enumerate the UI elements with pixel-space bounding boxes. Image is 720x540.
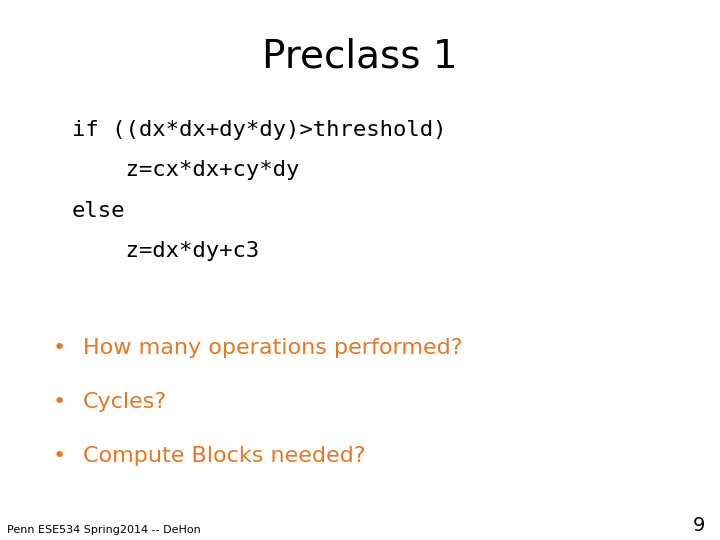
- Text: z=cx*dx+cy*dy: z=cx*dx+cy*dy: [72, 160, 300, 180]
- Text: else: else: [72, 200, 125, 221]
- Text: 9: 9: [693, 516, 706, 535]
- Text: •: •: [53, 446, 66, 467]
- Text: •: •: [53, 392, 66, 413]
- Text: Preclass 1: Preclass 1: [262, 38, 458, 76]
- Text: Cycles?: Cycles?: [83, 392, 167, 413]
- Text: Compute Blocks needed?: Compute Blocks needed?: [83, 446, 365, 467]
- Text: z=dx*dy+c3: z=dx*dy+c3: [72, 241, 259, 261]
- Text: if ((dx*dx+dy*dy)>threshold): if ((dx*dx+dy*dy)>threshold): [72, 119, 446, 140]
- Text: How many operations performed?: How many operations performed?: [83, 338, 462, 359]
- Text: Penn ESE534 Spring2014 -- DeHon: Penn ESE534 Spring2014 -- DeHon: [7, 524, 201, 535]
- Text: •: •: [53, 338, 66, 359]
